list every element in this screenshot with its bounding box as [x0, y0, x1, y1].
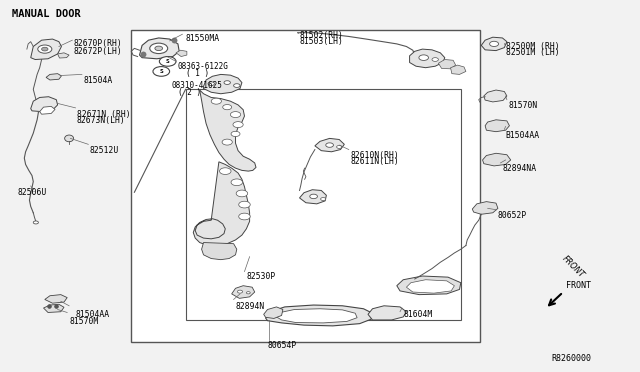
Text: 82610N(RH): 82610N(RH) [351, 151, 399, 160]
Text: FRONT: FRONT [560, 254, 586, 280]
Text: 82530P: 82530P [246, 272, 276, 281]
Text: 82894NA: 82894NA [502, 164, 536, 173]
Ellipse shape [490, 41, 499, 46]
Polygon shape [31, 97, 58, 112]
Polygon shape [483, 153, 511, 166]
Ellipse shape [220, 168, 231, 174]
Polygon shape [58, 53, 69, 58]
Ellipse shape [231, 131, 240, 137]
Polygon shape [44, 304, 64, 312]
Text: 80652P: 80652P [498, 211, 527, 220]
Text: 82672P(LH): 82672P(LH) [74, 46, 122, 55]
Polygon shape [40, 106, 55, 114]
Ellipse shape [326, 143, 333, 147]
Polygon shape [193, 162, 250, 246]
Polygon shape [397, 276, 461, 295]
Text: S: S [159, 69, 163, 74]
Text: 08310-41625: 08310-41625 [172, 81, 222, 90]
Text: R8260000: R8260000 [552, 354, 591, 363]
Polygon shape [472, 202, 498, 214]
Text: ( 1 ): ( 1 ) [186, 69, 209, 78]
Ellipse shape [223, 105, 232, 110]
Text: 81570N: 81570N [509, 101, 538, 110]
Ellipse shape [211, 98, 221, 104]
Text: 82611N(LH): 82611N(LH) [351, 157, 399, 166]
Text: 81503(LH): 81503(LH) [300, 37, 344, 46]
Polygon shape [368, 306, 406, 320]
Ellipse shape [337, 145, 342, 148]
Ellipse shape [230, 112, 241, 118]
Polygon shape [200, 90, 256, 171]
Polygon shape [266, 305, 372, 326]
Ellipse shape [236, 190, 248, 197]
Ellipse shape [65, 135, 74, 142]
Text: 80654P: 80654P [268, 341, 297, 350]
Polygon shape [406, 280, 454, 293]
Ellipse shape [233, 122, 243, 128]
Polygon shape [315, 138, 344, 152]
Text: 81502(RH): 81502(RH) [300, 31, 344, 39]
Text: 81604M: 81604M [403, 310, 433, 318]
Text: MANUAL DOOR: MANUAL DOOR [12, 9, 80, 19]
Text: 81504AA: 81504AA [76, 310, 109, 318]
Polygon shape [484, 90, 507, 102]
Ellipse shape [153, 67, 170, 76]
Bar [186, 89, 461, 320]
Text: 82512U: 82512U [90, 146, 119, 155]
Ellipse shape [231, 179, 243, 186]
Ellipse shape [419, 55, 429, 61]
Text: FRONT: FRONT [566, 281, 591, 290]
Ellipse shape [237, 290, 243, 293]
Polygon shape [140, 38, 179, 59]
Polygon shape [176, 50, 187, 57]
Polygon shape [300, 190, 326, 204]
Ellipse shape [321, 198, 326, 201]
Bar [131, 30, 480, 342]
Ellipse shape [246, 292, 250, 294]
Text: 81550MA: 81550MA [186, 34, 220, 43]
Text: B1504AA: B1504AA [506, 131, 540, 140]
Text: ( 2 ): ( 2 ) [178, 88, 201, 97]
Text: 82670P(RH): 82670P(RH) [74, 39, 122, 48]
Polygon shape [276, 309, 357, 323]
Ellipse shape [234, 84, 240, 87]
Ellipse shape [239, 201, 250, 208]
Text: 82501M (LH): 82501M (LH) [506, 48, 559, 57]
Polygon shape [31, 39, 61, 60]
Text: 81570M: 81570M [69, 317, 99, 326]
Polygon shape [204, 74, 242, 94]
Ellipse shape [310, 194, 317, 199]
Text: 82506U: 82506U [18, 188, 47, 197]
Text: 82894N: 82894N [236, 302, 265, 311]
Ellipse shape [150, 43, 168, 54]
Polygon shape [410, 49, 445, 68]
Polygon shape [45, 295, 67, 303]
Polygon shape [438, 60, 456, 69]
Ellipse shape [222, 139, 232, 145]
Polygon shape [481, 37, 507, 51]
Text: 82500M (RH): 82500M (RH) [506, 42, 559, 51]
Ellipse shape [155, 46, 163, 51]
Text: 08363-6122G: 08363-6122G [178, 62, 228, 71]
Ellipse shape [159, 57, 176, 66]
Ellipse shape [33, 221, 38, 224]
Polygon shape [232, 286, 255, 298]
Ellipse shape [239, 213, 250, 220]
Polygon shape [46, 74, 61, 80]
Ellipse shape [432, 58, 438, 61]
Polygon shape [451, 65, 466, 74]
Text: 82673N(LH): 82673N(LH) [77, 116, 125, 125]
Ellipse shape [38, 45, 52, 53]
Text: S: S [166, 59, 170, 64]
Polygon shape [264, 307, 283, 318]
Text: 82671N (RH): 82671N (RH) [77, 110, 131, 119]
Polygon shape [202, 243, 237, 260]
Polygon shape [485, 120, 509, 132]
Ellipse shape [208, 82, 214, 86]
Ellipse shape [224, 81, 230, 84]
Ellipse shape [42, 47, 48, 51]
Text: 81504A: 81504A [83, 76, 113, 85]
